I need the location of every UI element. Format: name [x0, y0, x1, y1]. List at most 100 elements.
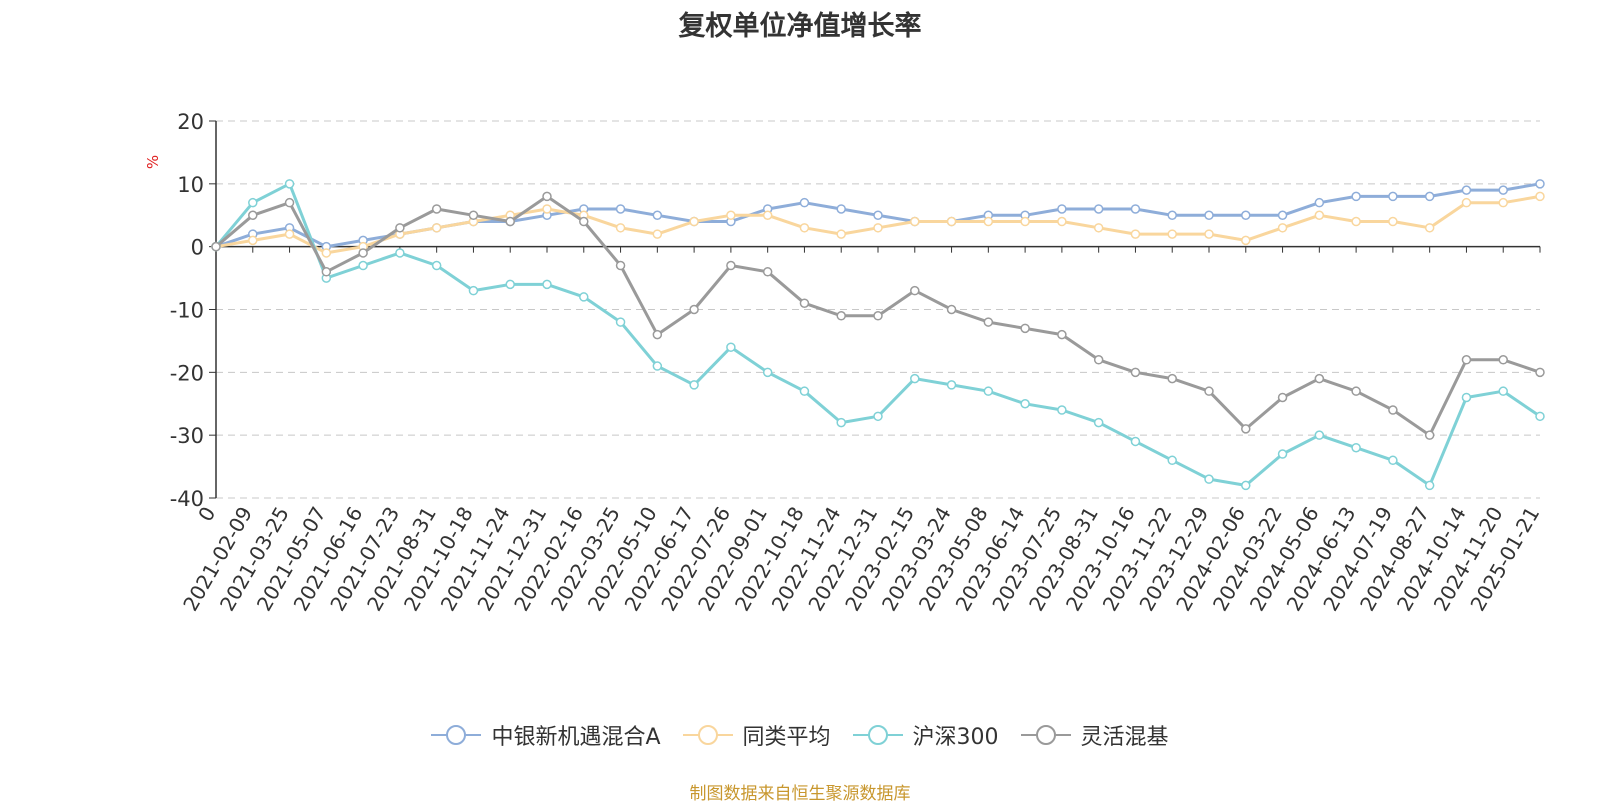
data-point[interactable]	[726, 260, 736, 271]
data-point[interactable]	[395, 223, 405, 233]
data-point[interactable]	[1204, 386, 1214, 396]
data-point[interactable]	[615, 317, 626, 327]
data-point[interactable]	[1241, 210, 1251, 220]
data-point[interactable]	[652, 210, 663, 220]
data-point[interactable]	[799, 386, 810, 396]
data-point[interactable]	[1535, 179, 1545, 189]
data-point[interactable]	[542, 191, 552, 202]
data-point[interactable]	[1277, 449, 1288, 459]
data-point[interactable]	[873, 311, 883, 321]
data-point[interactable]	[1461, 392, 1472, 403]
data-point[interactable]	[1093, 223, 1104, 233]
data-point[interactable]	[1351, 386, 1361, 396]
legend-item[interactable]: 沪深300	[852, 719, 999, 751]
data-point[interactable]	[873, 210, 883, 220]
legend-item[interactable]: 中银新机遇混合A	[431, 719, 661, 751]
data-point[interactable]	[1388, 191, 1398, 202]
data-point[interactable]	[358, 260, 368, 271]
data-point[interactable]	[1204, 474, 1214, 484]
data-point[interactable]	[726, 342, 736, 352]
data-point[interactable]	[762, 367, 773, 378]
data-point[interactable]	[1314, 210, 1325, 220]
data-point[interactable]	[946, 304, 957, 315]
data-point[interactable]	[946, 216, 957, 227]
data-point[interactable]	[873, 223, 883, 233]
data-point[interactable]	[1093, 204, 1104, 214]
data-point[interactable]	[1020, 323, 1030, 334]
data-point[interactable]	[1535, 411, 1545, 422]
data-point[interactable]	[1351, 191, 1361, 202]
data-point[interactable]	[1204, 210, 1214, 220]
data-point[interactable]	[1498, 355, 1508, 365]
data-point[interactable]	[468, 285, 479, 296]
data-point[interactable]	[321, 248, 332, 258]
data-point[interactable]	[1057, 405, 1067, 415]
data-point[interactable]	[1093, 355, 1104, 365]
data-point[interactable]	[1498, 197, 1508, 208]
data-point[interactable]	[615, 204, 626, 214]
data-point[interactable]	[983, 386, 994, 396]
data-point[interactable]	[836, 311, 846, 321]
data-point[interactable]	[1093, 417, 1104, 428]
data-point[interactable]	[1167, 210, 1177, 220]
data-point[interactable]	[468, 210, 479, 220]
data-point[interactable]	[910, 216, 920, 227]
data-point[interactable]	[799, 223, 810, 233]
data-point[interactable]	[1167, 455, 1177, 466]
data-point[interactable]	[836, 204, 846, 214]
data-point[interactable]	[689, 304, 699, 315]
data-point[interactable]	[395, 248, 405, 258]
data-point[interactable]	[1424, 430, 1435, 440]
data-point[interactable]	[1057, 329, 1067, 340]
data-point[interactable]	[1241, 480, 1251, 491]
data-point[interactable]	[1461, 197, 1472, 208]
data-point[interactable]	[1277, 223, 1288, 233]
data-point[interactable]	[1388, 455, 1398, 466]
legend-item[interactable]: 灵活混基	[1020, 719, 1169, 751]
data-point[interactable]	[1241, 424, 1251, 434]
data-point[interactable]	[542, 279, 552, 290]
data-point[interactable]	[726, 210, 736, 220]
data-point[interactable]	[1314, 430, 1325, 440]
data-point[interactable]	[615, 260, 626, 271]
data-point[interactable]	[799, 197, 810, 208]
data-point[interactable]	[652, 229, 663, 239]
data-point[interactable]	[248, 210, 258, 220]
data-point[interactable]	[284, 179, 295, 189]
data-point[interactable]	[579, 216, 589, 227]
data-point[interactable]	[431, 223, 442, 233]
data-point[interactable]	[762, 267, 773, 277]
data-point[interactable]	[211, 241, 221, 252]
data-point[interactable]	[615, 223, 626, 233]
data-point[interactable]	[652, 329, 663, 340]
data-point[interactable]	[1461, 185, 1472, 195]
data-point[interactable]	[579, 292, 589, 302]
data-point[interactable]	[910, 373, 920, 384]
data-point[interactable]	[1424, 480, 1435, 491]
data-point[interactable]	[1057, 216, 1067, 227]
data-point[interactable]	[248, 235, 258, 246]
data-point[interactable]	[1130, 367, 1141, 378]
data-point[interactable]	[1130, 204, 1141, 214]
data-point[interactable]	[1388, 216, 1398, 227]
data-point[interactable]	[762, 210, 773, 220]
data-point[interactable]	[505, 216, 515, 227]
data-point[interactable]	[946, 380, 957, 390]
data-point[interactable]	[799, 298, 810, 308]
data-point[interactable]	[873, 411, 883, 422]
data-point[interactable]	[836, 417, 846, 428]
data-point[interactable]	[1498, 386, 1508, 396]
data-point[interactable]	[1535, 191, 1545, 202]
data-point[interactable]	[652, 361, 663, 371]
data-point[interactable]	[1314, 197, 1325, 208]
data-point[interactable]	[910, 285, 920, 296]
data-point[interactable]	[505, 279, 515, 290]
data-point[interactable]	[836, 229, 846, 239]
data-point[interactable]	[284, 197, 295, 208]
data-point[interactable]	[248, 197, 258, 208]
data-point[interactable]	[321, 267, 332, 277]
data-point[interactable]	[431, 260, 442, 271]
data-point[interactable]	[1498, 185, 1508, 195]
data-point[interactable]	[689, 216, 699, 227]
data-point[interactable]	[431, 204, 442, 214]
